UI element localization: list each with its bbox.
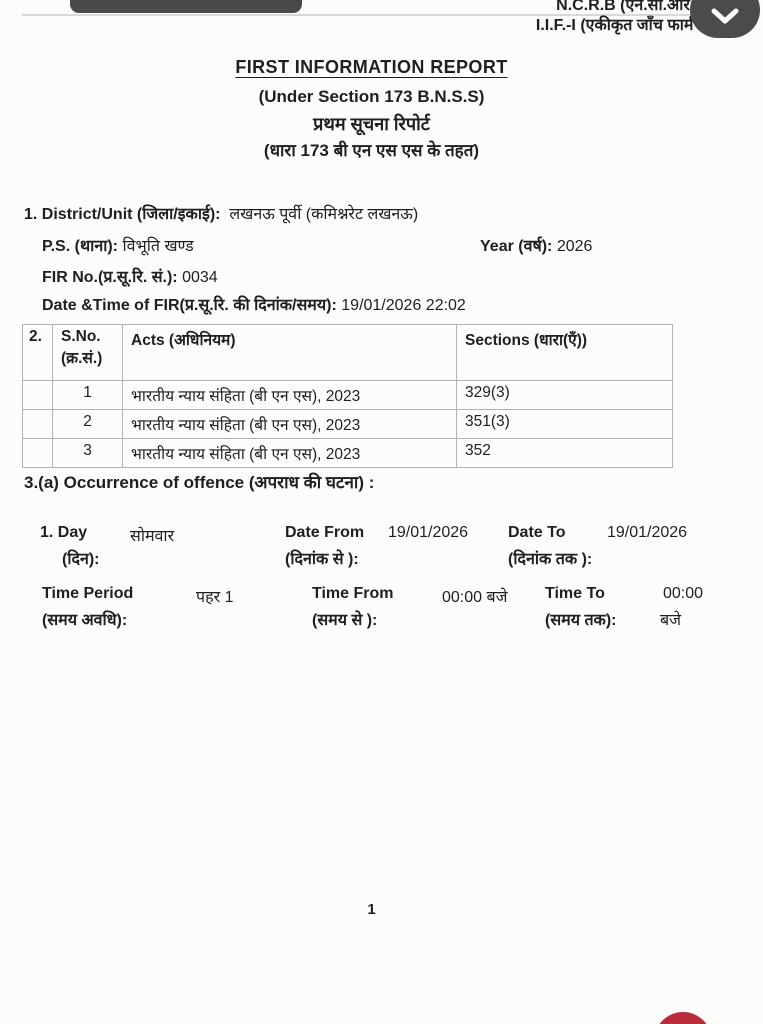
year-label: Year (वर्ष): <box>480 238 553 255</box>
row-sno: 2 <box>52 409 123 439</box>
day-value: सोमवार <box>130 528 175 545</box>
table-row: 2 भारतीय न्याय संहिता (बी एन एस), 2023 3… <box>22 409 673 439</box>
time-to-value-unit: बजे <box>660 612 682 629</box>
row-act: भारतीय न्याय संहिता (बी एन एस), 2023 <box>122 380 457 410</box>
table-row: 1 भारतीय न्याय संहिता (बी एन एस), 2023 3… <box>22 380 673 410</box>
time-from-label-hindi: (समय से ): <box>312 612 378 629</box>
title-block: FIRST INFORMATION REPORT (Under Section … <box>0 57 743 161</box>
date-to-value: 19/01/2026 <box>607 524 688 541</box>
fir-number-row: FIR No.(प्र.सू.रि. सं.): 0034 <box>42 265 218 287</box>
acts-sections-table: 2. S.No. (क्र.सं.) Acts (अधिनियम) Sectio… <box>22 324 673 468</box>
time-to-label-hindi: (समय तक): <box>545 612 617 629</box>
row-sno: 1 <box>52 380 123 410</box>
section1-number: 1. <box>24 206 38 223</box>
time-from-label: Time From <box>312 585 394 602</box>
fir-number-value: 0034 <box>182 269 218 286</box>
day-label: 1. Day <box>40 524 88 541</box>
row-sno: 3 <box>52 438 123 468</box>
day-label-hindi: (दिन): <box>62 551 100 568</box>
col-header-acts: Acts (अधिनियम) <box>122 324 457 381</box>
fir-title-hindi: प्रथम सूचना रिपोर्ट <box>313 114 430 134</box>
fir-subtitle-en: (Under Section 173 B.N.S.S) <box>258 87 485 106</box>
row-section: 352 <box>456 438 673 468</box>
fir-title: FIRST INFORMATION REPORT <box>235 57 508 77</box>
time-to-value: 00:00 <box>663 585 704 602</box>
time-period-value: पहर 1 <box>196 589 234 606</box>
ncrb-header-line: N.C.R.B (एन.सी.आर.बी) <box>556 0 713 14</box>
time-period-label: Time Period <box>42 585 134 602</box>
page-number: 1 <box>367 901 376 918</box>
time-period-label-hindi: (समय अवधि): <box>42 612 128 629</box>
top-divider-line <box>22 14 712 16</box>
date-from-value: 19/01/2026 <box>388 524 469 541</box>
district-unit-row: 1. District/Unit (जिला/इकाई): लखनऊ पूर्व… <box>24 202 418 224</box>
time-to-label: Time To <box>545 585 605 602</box>
year-value: 2026 <box>556 238 593 255</box>
police-station-value: विभूति खण्ड <box>122 238 194 255</box>
row-section: 351(3) <box>456 409 673 439</box>
district-unit-label: District/Unit (जिला/इकाई): <box>41 206 221 223</box>
iif-header-line: I.I.F.-I (एकीकृत जाँच फार्म -I) <box>535 17 713 34</box>
occurrence-heading: 3.(a) Occurrence of offence (अपराध की घट… <box>24 473 375 492</box>
browser-tab-remnant <box>70 0 302 13</box>
fir-subtitle-hindi: (धारा 173 बी एन एस एस के तहत) <box>263 141 480 160</box>
section2-number: 2. <box>22 324 53 381</box>
col-header-sno-en: S.No. <box>61 328 101 345</box>
form-header: N.C.R.B (एन.सी.आर.बी) I.I.F.-I (एकीकृत ज… <box>536 0 713 36</box>
year-row: Year (वर्ष): 2026 <box>480 234 592 256</box>
col-header-sno-hi: (क्र.सं.) <box>61 350 103 367</box>
record-indicator-dot[interactable] <box>654 1012 712 1024</box>
fir-datetime-label: Date &Time of FIR(प्र.सू.रि. की दिनांक/स… <box>42 297 337 314</box>
collapse-chevron-button[interactable] <box>690 0 760 38</box>
time-from-value: 00:00 बजे <box>442 589 508 606</box>
police-station-label: P.S. (थाना): <box>42 238 118 255</box>
row-section: 329(3) <box>456 380 673 410</box>
date-from-label-hindi: (दिनांक से ): <box>285 551 359 568</box>
table-header-row: 2. S.No. (क्र.सं.) Acts (अधिनियम) Sectio… <box>22 324 673 381</box>
col-header-sections: Sections (धारा(एँ)) <box>456 324 673 381</box>
fir-number-label: FIR No.(प्र.सू.रि. सं.): <box>42 269 178 286</box>
fir-datetime-value: 19/01/2026 22:02 <box>341 297 466 314</box>
table-row: 3 भारतीय न्याय संहिता (बी एन एस), 2023 3… <box>22 438 673 468</box>
date-to-label: Date To <box>508 524 566 541</box>
date-to-label-hindi: (दिनांक तक ): <box>508 551 593 568</box>
police-station-row: P.S. (थाना): विभूति खण्ड <box>42 234 194 256</box>
row-act: भारतीय न्याय संहिता (बी एन एस), 2023 <box>122 438 457 468</box>
date-from-label: Date From <box>285 524 365 541</box>
row-act: भारतीय न्याय संहिता (बी एन एस), 2023 <box>122 409 457 439</box>
district-unit-value: लखनऊ पूर्वी (कमिश्नरेट लखनऊ) <box>229 206 419 223</box>
fir-datetime-row: Date &Time of FIR(प्र.सू.रि. की दिनांक/स… <box>42 293 466 315</box>
col-header-sno: S.No. (क्र.सं.) <box>52 324 123 381</box>
